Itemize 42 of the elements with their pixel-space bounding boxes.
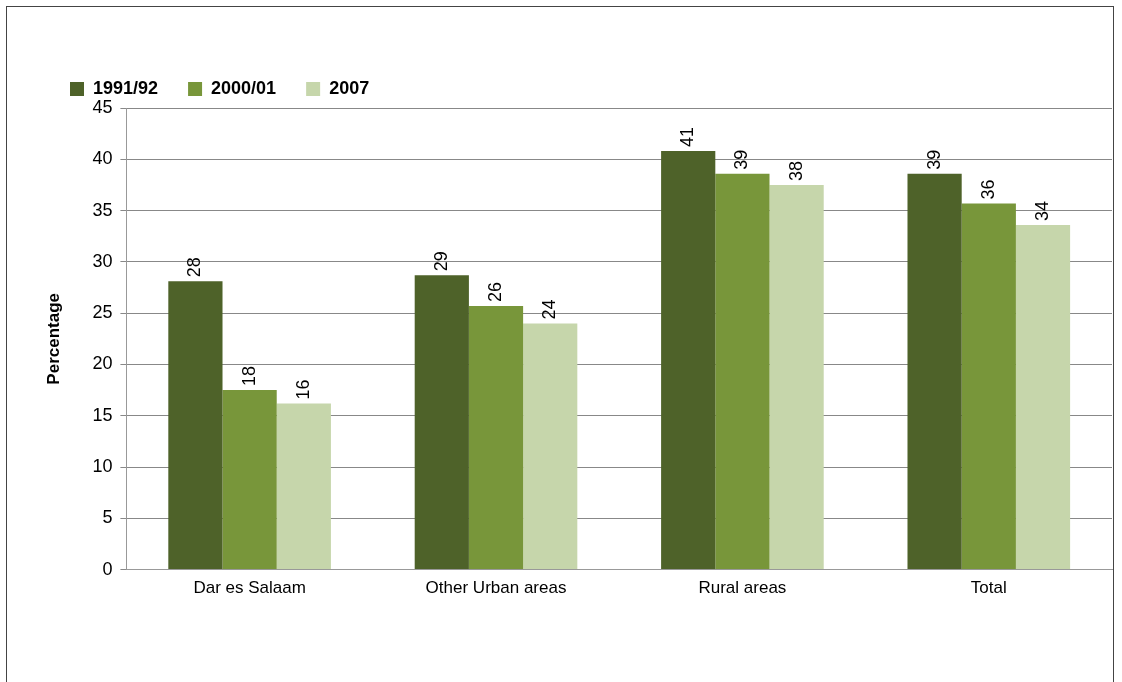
y-tick-label: 0 — [102, 558, 113, 579]
data-label: 39 — [923, 149, 944, 170]
x-tick-label: Rural areas — [698, 578, 787, 598]
bar — [523, 323, 578, 570]
y-tick-label: 25 — [92, 302, 113, 323]
bar — [961, 203, 1016, 570]
data-label: 26 — [484, 281, 505, 302]
bar — [1015, 224, 1071, 570]
data-label: 16 — [292, 379, 313, 400]
data-label: 34 — [1031, 200, 1052, 221]
bar — [222, 390, 277, 570]
y-tick-label: 40 — [92, 148, 113, 169]
bar — [276, 403, 331, 570]
legend-label: 1991/92 — [93, 77, 159, 98]
data-label: 29 — [430, 251, 451, 272]
bar — [661, 151, 716, 570]
x-tick-label: Total — [970, 578, 1007, 598]
x-tick-label: Other Urban areas — [425, 578, 567, 598]
data-label: 38 — [785, 160, 806, 181]
data-label: 41 — [677, 127, 698, 148]
bar — [168, 281, 223, 570]
y-tick-label: 30 — [92, 250, 113, 271]
bar — [907, 173, 962, 570]
data-label: 39 — [731, 149, 752, 170]
y-tick-label: 10 — [92, 455, 113, 476]
y-tick-label: 20 — [92, 353, 113, 374]
bar — [769, 184, 824, 570]
y-tick-label: 35 — [92, 199, 113, 220]
data-label: 24 — [539, 299, 560, 320]
data-label: 36 — [977, 179, 998, 200]
data-label: 28 — [184, 257, 205, 278]
legend-label: 2007 — [329, 77, 370, 98]
y-axis-title: Percentage — [43, 292, 63, 385]
data-label: 18 — [238, 366, 259, 387]
bar — [468, 305, 524, 570]
y-tick-label: 45 — [92, 96, 113, 117]
y-tick-label: 15 — [92, 404, 113, 425]
bar — [715, 173, 770, 570]
x-tick-label: Dar es Salaam — [193, 578, 306, 598]
y-tick-label: 5 — [102, 507, 113, 528]
legend-label: 2000/01 — [211, 77, 277, 98]
bar — [414, 275, 469, 570]
